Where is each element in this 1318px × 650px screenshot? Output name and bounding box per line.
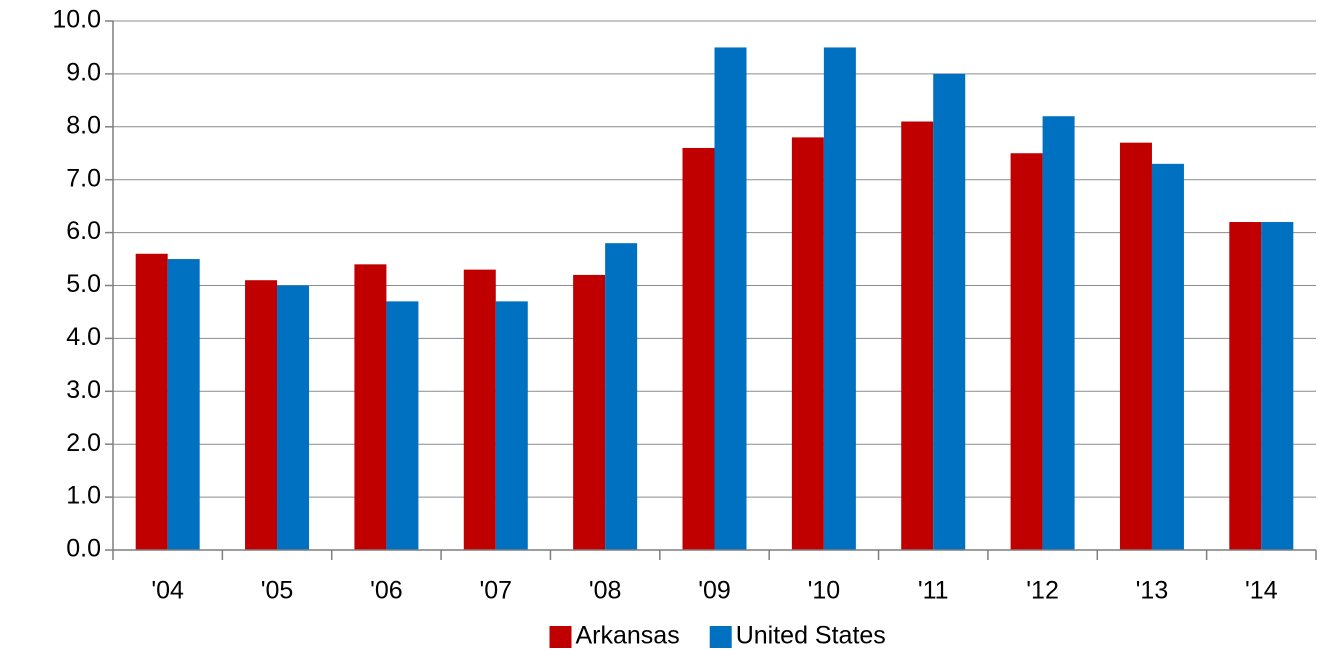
legend-label: Arkansas (576, 622, 680, 650)
y-tick-label: 3.0 (66, 376, 101, 404)
bar (495, 301, 528, 550)
x-tick-label: '09 (698, 577, 731, 605)
x-tick-label: '07 (479, 577, 512, 605)
bar (791, 137, 824, 550)
x-tick-label: '12 (1026, 577, 1059, 605)
bar (354, 264, 387, 550)
y-tick-label: 8.0 (66, 111, 101, 139)
bar (682, 147, 715, 550)
bar (1261, 222, 1294, 550)
bar (245, 280, 278, 550)
bar (167, 259, 200, 550)
x-tick-label: '06 (370, 577, 403, 605)
y-tick-label: 10.0 (52, 6, 101, 34)
x-tick-label: '11 (918, 577, 949, 605)
y-tick-label: 0.0 (66, 535, 101, 563)
y-tick-label: 7.0 (66, 164, 101, 192)
bar (933, 73, 966, 551)
bar (135, 253, 168, 550)
bar (1010, 153, 1043, 550)
bar (573, 274, 606, 550)
y-tick-label: 9.0 (66, 59, 101, 87)
y-tick-label: 1.0 (66, 482, 101, 510)
bar (605, 243, 638, 550)
y-tick-label: 2.0 (66, 429, 101, 457)
bar (714, 47, 747, 550)
y-tick-label: 5.0 (66, 270, 101, 298)
bar (1119, 142, 1152, 551)
bar (823, 47, 856, 550)
bar (1042, 116, 1075, 550)
bar (901, 121, 934, 550)
x-tick-label: '04 (151, 577, 184, 605)
x-tick-label: '13 (1136, 577, 1169, 605)
bar (277, 285, 310, 550)
x-tick-label: '08 (589, 577, 622, 605)
x-tick-label: '14 (1245, 577, 1278, 605)
y-tick-label: 4.0 (66, 323, 101, 351)
legend-swatch (549, 626, 572, 648)
bar (1151, 163, 1184, 550)
bar (1229, 222, 1262, 550)
bar (386, 301, 419, 550)
x-tick-label: '05 (261, 577, 294, 605)
x-tick-label: '10 (808, 577, 841, 605)
y-tick-label: 6.0 (66, 217, 101, 245)
legend-label: United States (736, 622, 886, 650)
bar (463, 269, 496, 550)
legend-swatch (709, 626, 732, 648)
